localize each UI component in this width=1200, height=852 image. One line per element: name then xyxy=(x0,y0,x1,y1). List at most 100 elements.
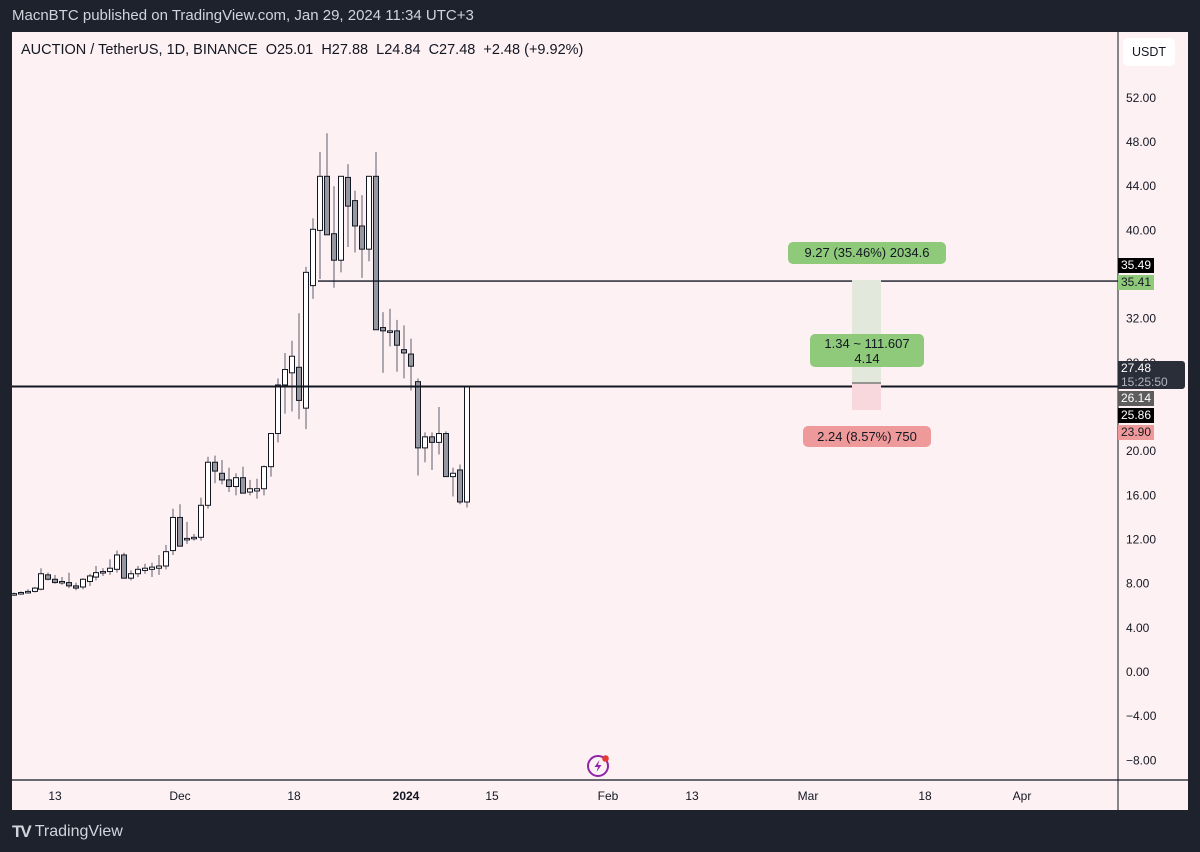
candle-up xyxy=(254,488,260,492)
time-tick: 18 xyxy=(918,789,932,803)
candle-up xyxy=(282,369,288,386)
candle-up xyxy=(87,575,93,582)
candle-up xyxy=(310,228,316,287)
candle-down xyxy=(380,327,386,332)
brand-name: TradingView xyxy=(34,823,123,840)
candle-up xyxy=(233,477,239,488)
candle-up xyxy=(135,568,141,575)
candle-up xyxy=(387,330,393,333)
candle-up xyxy=(156,565,162,569)
candle-down xyxy=(226,479,232,488)
price-tick: 8.00 xyxy=(1126,577,1150,591)
candle-up xyxy=(422,436,428,449)
lightning-icon[interactable] xyxy=(587,755,609,777)
time-tick: 2024 xyxy=(393,789,420,803)
last-price: 27.48 xyxy=(1121,361,1152,375)
price-tick: 4.00 xyxy=(1126,621,1150,635)
tradingview-logo-icon: TV xyxy=(12,822,32,841)
time-tick: Mar xyxy=(798,789,819,803)
price-axis[interactable]: 52.0048.0044.0040.0032.0028.0020.0016.00… xyxy=(1126,91,1157,767)
candle-up xyxy=(114,554,120,570)
rr-line-1: 1.34 ~ 111.607 xyxy=(824,336,910,351)
candle-up xyxy=(93,572,99,578)
bar-countdown: 15:25:50 xyxy=(1121,375,1168,389)
chart-panel[interactable]: 52.0048.0044.0040.0032.0028.0020.0016.00… xyxy=(12,32,1188,810)
candle-down xyxy=(240,477,246,494)
tag-entry-gray: 26.14 xyxy=(1118,391,1155,406)
tag-target-green: 35.41 xyxy=(1118,275,1155,290)
price-tick: −8.00 xyxy=(1126,753,1157,767)
ohlc-close: C27.48 xyxy=(428,42,476,58)
candle-down xyxy=(52,578,58,584)
price-tick: 20.00 xyxy=(1126,444,1156,458)
candle-up xyxy=(450,472,456,478)
price-tick: 0.00 xyxy=(1126,665,1150,679)
target-label[interactable]: 9.27 (35.46%) 2034.6 xyxy=(788,242,946,264)
candle-down xyxy=(345,176,351,207)
profit-zone[interactable] xyxy=(852,280,881,383)
candle-up xyxy=(317,175,323,231)
price-tick: 48.00 xyxy=(1126,135,1156,149)
candle-up xyxy=(338,175,344,261)
candle-down xyxy=(296,366,302,401)
candle-up xyxy=(170,516,176,552)
time-tick: Dec xyxy=(169,789,190,803)
rr-line-2: 4.14 xyxy=(854,351,880,366)
candle-down xyxy=(352,200,358,227)
tag-stop-red: 23.90 xyxy=(1118,425,1155,440)
candle-up xyxy=(149,566,155,570)
risk-reward-label[interactable]: 1.34 ~ 111.607 4.14 xyxy=(810,334,924,367)
candle-up xyxy=(205,461,211,506)
candle-up xyxy=(184,537,190,541)
candle-down xyxy=(394,330,400,346)
ohlc-low: L24.84 xyxy=(376,42,421,58)
ohlc-high: H27.88 xyxy=(321,42,369,58)
candle-down xyxy=(219,472,225,481)
candle-up xyxy=(436,433,442,443)
tradingview-brand[interactable]: TV TradingView xyxy=(12,822,123,842)
candle-down xyxy=(429,436,435,443)
candle-up xyxy=(366,175,372,250)
candle-up xyxy=(107,567,113,573)
price-tick: −4.00 xyxy=(1126,709,1157,723)
candle-down xyxy=(121,554,127,579)
time-axis[interactable]: 13 Dec 18 2024 15 Feb 13 Mar 18 Apr xyxy=(48,789,1031,803)
time-tick: 15 xyxy=(485,789,499,803)
loss-zone[interactable] xyxy=(852,383,881,410)
candles-layer xyxy=(12,133,470,596)
price-tick: 52.00 xyxy=(1126,91,1156,105)
candle-up xyxy=(38,573,44,590)
candle-up xyxy=(464,385,470,503)
price-tick: 40.00 xyxy=(1126,223,1156,237)
time-tick: Feb xyxy=(598,789,619,803)
candle-down xyxy=(401,349,407,354)
candle-up xyxy=(275,384,281,435)
candle-down xyxy=(45,574,51,580)
candlestick-chart[interactable]: 52.0048.0044.0040.0032.0028.0020.0016.00… xyxy=(12,32,1188,810)
candle-down xyxy=(373,175,379,331)
candle-up xyxy=(198,504,204,538)
candle-up xyxy=(128,573,134,579)
candle-up xyxy=(247,488,253,493)
candle-up xyxy=(25,590,31,594)
publish-info: MacnBTC published on TradingView.com, Ja… xyxy=(12,7,474,24)
currency-button[interactable]: USDT xyxy=(1123,38,1175,66)
symbol-name: AUCTION / TetherUS, 1D, BINANCE xyxy=(21,42,258,58)
symbol-legend: AUCTION / TetherUS, 1D, BINANCE O25.01 H… xyxy=(21,42,583,58)
time-tick: 13 xyxy=(685,789,699,803)
candle-down xyxy=(457,469,463,503)
candle-down xyxy=(73,585,79,589)
candle-down xyxy=(212,461,218,472)
horizontal-lines[interactable] xyxy=(12,280,1118,388)
candle-down xyxy=(415,381,421,449)
ohlc-open: O25.01 xyxy=(265,42,314,58)
tag-entry-black: 25.86 xyxy=(1118,408,1155,423)
candle-up xyxy=(163,551,169,567)
stop-label[interactable]: 2.24 (8.57%) 750 xyxy=(803,426,931,447)
candle-up xyxy=(261,466,267,490)
candle-up xyxy=(303,271,309,409)
candle-up xyxy=(59,580,65,584)
candle-up xyxy=(80,578,86,588)
candle-down xyxy=(408,353,414,367)
candle-up xyxy=(18,592,24,595)
